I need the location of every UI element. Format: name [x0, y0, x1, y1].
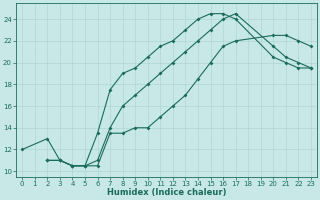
X-axis label: Humidex (Indice chaleur): Humidex (Indice chaleur)	[107, 188, 226, 197]
